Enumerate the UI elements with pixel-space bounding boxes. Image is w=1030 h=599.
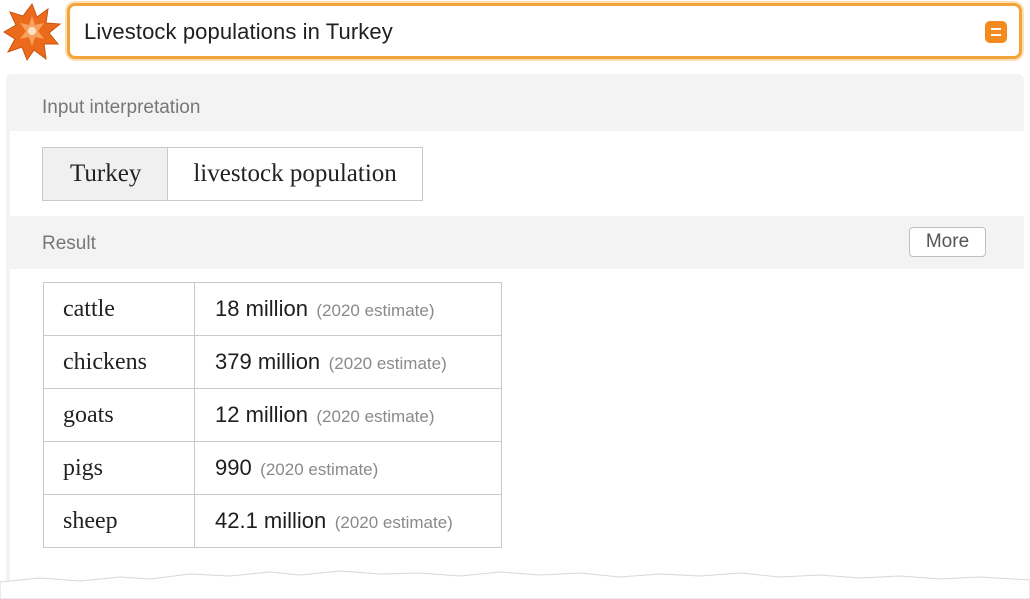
- search-bar[interactable]: Livestock populations in Turkey: [67, 3, 1022, 59]
- table-row: goats 12 million (2020 estimate): [43, 388, 502, 442]
- value-note: (2020 estimate): [316, 301, 435, 320]
- livestock-name: goats: [43, 388, 195, 442]
- search-input[interactable]: Livestock populations in Turkey: [84, 19, 393, 44]
- livestock-name: pigs: [43, 441, 195, 495]
- livestock-name: sheep: [43, 494, 195, 548]
- table-row: sheep 42.1 million (2020 estimate): [43, 494, 502, 548]
- results-card: Input interpretation Turkey livestock po…: [6, 74, 1024, 599]
- value-note: (2020 estimate): [260, 460, 379, 479]
- livestock-value: 379 million (2020 estimate): [194, 335, 502, 389]
- value-number: 379 million: [215, 349, 321, 374]
- table-row: chickens 379 million (2020 estimate): [43, 335, 502, 389]
- value-number: 12 million: [215, 402, 308, 427]
- result-title: Result: [42, 233, 96, 254]
- value-number: 42.1 million: [215, 508, 327, 533]
- livestock-value: 42.1 million (2020 estimate): [194, 494, 502, 548]
- wolfram-star-logo[interactable]: [2, 2, 62, 62]
- value-note: (2020 estimate): [328, 354, 447, 373]
- result-table: cattle 18 million (2020 estimate) chicke…: [43, 282, 502, 548]
- input-interpretation-pod: Turkey livestock population: [10, 131, 1024, 216]
- interpretation-cell-property[interactable]: livestock population: [193, 160, 397, 187]
- value-note: (2020 estimate): [316, 407, 435, 426]
- table-row: cattle 18 million (2020 estimate): [43, 282, 502, 336]
- more-button[interactable]: More: [909, 227, 986, 257]
- livestock-name: cattle: [43, 282, 195, 336]
- interpretation-cell-entity[interactable]: Turkey: [43, 148, 169, 200]
- value-number: 18 million: [215, 296, 308, 321]
- result-pod: cattle 18 million (2020 estimate) chicke…: [10, 269, 1024, 599]
- torn-edge-decoration: [0, 570, 1030, 599]
- livestock-value: 18 million (2020 estimate): [194, 282, 502, 336]
- livestock-name: chickens: [43, 335, 195, 389]
- input-interpretation-title: Input interpretation: [42, 97, 201, 118]
- livestock-value: 990 (2020 estimate): [194, 441, 502, 495]
- interpretation-table: Turkey livestock population: [42, 147, 423, 201]
- table-row: pigs 990 (2020 estimate): [43, 441, 502, 495]
- livestock-value: 12 million (2020 estimate): [194, 388, 502, 442]
- value-note: (2020 estimate): [334, 513, 453, 532]
- equal-sign-icon[interactable]: [985, 21, 1007, 43]
- value-number: 990: [215, 455, 252, 480]
